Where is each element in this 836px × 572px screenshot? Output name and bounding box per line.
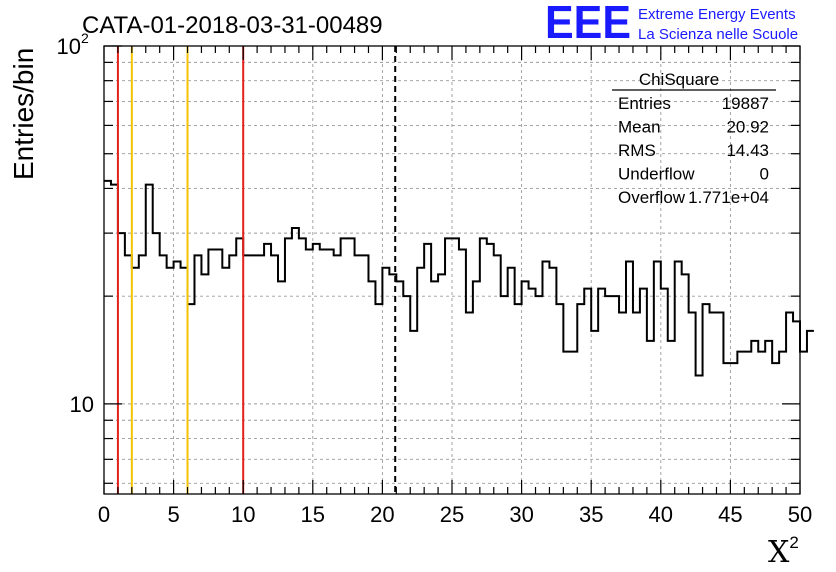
stats-row-value: 1.771e+04 [688,188,769,207]
x-axis-label: X2 [768,533,799,570]
y-tick-label: 10 [70,392,94,417]
x-tick-label: 30 [509,502,533,527]
x-tick-label: 45 [718,502,742,527]
x-tick-label: 40 [649,502,673,527]
marker-lines [116,46,397,494]
x-tick-label: 0 [98,502,110,527]
run-title: CATA-01-2018-03-31-00489 [82,12,383,39]
y-axis-label: Entries/bin [8,48,39,180]
x-tick-labels: 0 5 10 15 20 25 30 35 40 45 50 [98,502,812,527]
y-tick-label-exponent: 2 [81,30,89,46]
project-name-line2: La Scienza nelle Scuole [638,26,798,43]
stats-box-rows: Entries 19887 Mean 20.92 RMS 14.43 Underflow 0 O… [618,94,769,207]
stats-row-label: Mean [618,118,661,137]
x-tick-label: 5 [167,502,179,527]
x-tick-label: 20 [370,502,394,527]
x-tick-label: 15 [301,502,325,527]
axis-ticks [103,45,801,494]
stats-row-value: 20.92 [726,118,769,137]
project-name-line1: Extreme Energy Events [638,6,796,23]
eee-logo: EEE [545,0,631,48]
stats-row-label: Overflow [618,188,686,207]
y-tick-label: 10 [57,34,81,59]
x-tick-label: 35 [579,502,603,527]
stats-box-title: ChiSquare [639,70,719,89]
x-tick-label: 25 [440,502,464,527]
stats-row-value: 0 [760,165,769,184]
stats-row-value: 19887 [722,94,769,113]
histogram-series [104,179,814,377]
histogram-step-line [104,179,814,377]
stats-row-label: Underflow [618,165,695,184]
x-axis-label-superscript: 2 [789,533,798,552]
x-tick-label: 10 [231,502,255,527]
x-axis-label-base: X [768,535,790,570]
stats-row-label: Entries [618,94,671,113]
stats-row-value: 14.43 [726,141,769,160]
stats-box: ChiSquare Entries 19887 Mean 20.92 RMS 14.43 U… [612,70,776,207]
stats-row-label: RMS [618,141,656,160]
x-tick-label: 50 [788,502,812,527]
